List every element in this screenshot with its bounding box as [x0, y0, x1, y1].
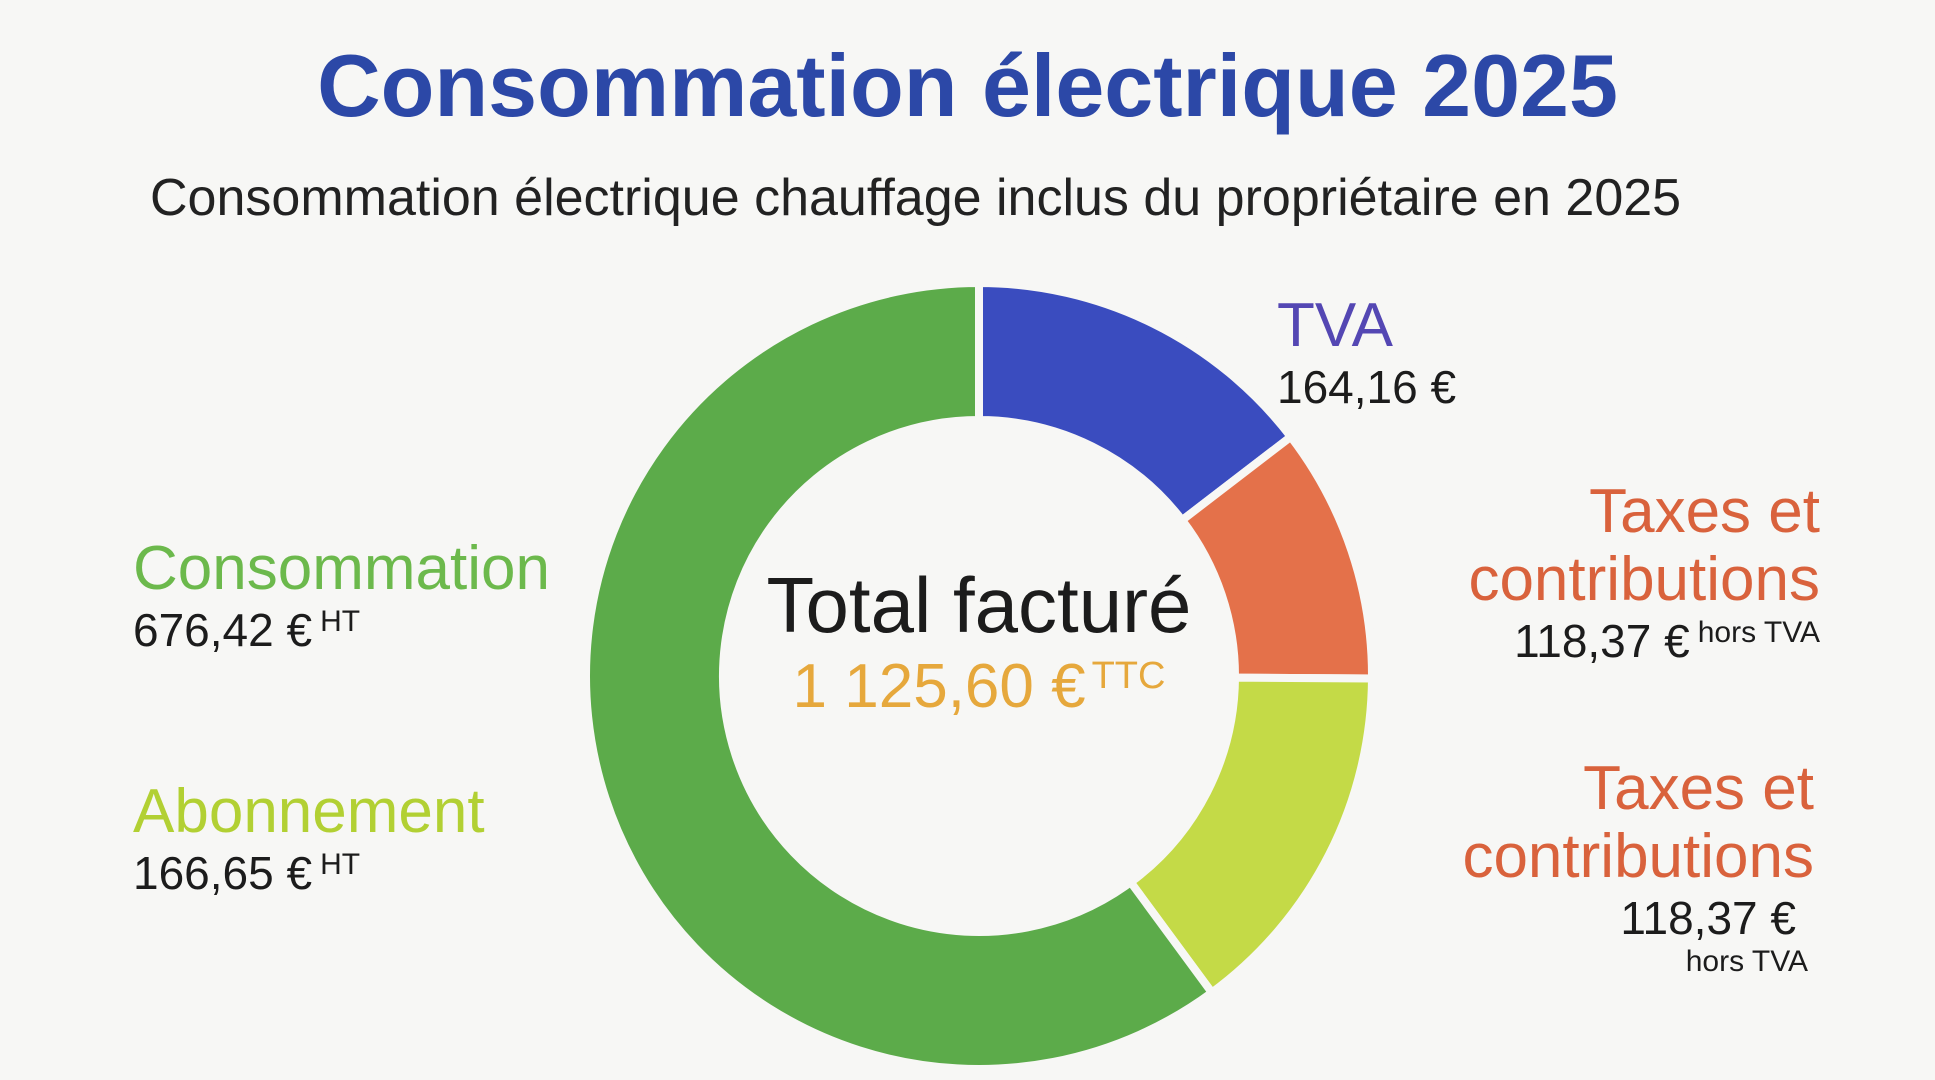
donut-slice	[582, 278, 1218, 1073]
chart-subtitle: Consommation électrique chauffage inclus…	[150, 169, 1682, 227]
slice-value-label: 676,42 €	[133, 604, 313, 656]
slice-value-suffix: HT	[320, 605, 361, 638]
center-suffix: TTC	[1091, 655, 1166, 697]
slice-name: Consommation	[133, 534, 550, 603]
slice-label: Abonnement 166,65 € HT	[133, 778, 733, 900]
annotation-suffix: hors TVA	[1685, 945, 1808, 978]
slice-value: 676,42 € HT	[133, 603, 733, 657]
slice-label: Taxes et contributions 118,37 € hors TVA	[1400, 478, 1820, 668]
chart-title: Consommation électrique 2025	[317, 36, 1618, 135]
center-value: 1 125,60 € TTC	[767, 651, 1192, 722]
annotation-label: Taxes et contributions	[1462, 754, 1814, 891]
annotation-value: 118,37 €	[1620, 892, 1796, 944]
slice-name: TVA	[1277, 291, 1393, 360]
slice-label: Consommation 676,42 € HT	[133, 535, 733, 657]
donut-slice	[1125, 673, 1377, 999]
center-label: Total facturé	[766, 561, 1192, 649]
slice-label: TVA 164,16 €	[1277, 292, 1777, 414]
slice-name: Abonnement	[133, 777, 485, 846]
center-value-label: 1 125,60 €	[792, 652, 1086, 721]
slice-name: Taxes et contributions	[1468, 477, 1820, 614]
slice-value-suffix: HT	[320, 848, 361, 881]
center-block: Total facturé 1 125,60 € TTC	[767, 560, 1192, 722]
slice-value-label: 166,65 €	[133, 847, 313, 899]
slice-value: 166,65 € HT	[133, 846, 733, 900]
slice-value: 118,37 € hors TVA	[1400, 614, 1820, 668]
slice-value-label: 164,16 €	[1277, 361, 1457, 413]
slice-value-suffix: hors TVA	[1697, 616, 1820, 649]
annotation: Taxes et contributions 118,37 € hors TVA	[1394, 755, 1814, 979]
slice-value-label: 118,37 €	[1514, 615, 1690, 667]
slice-value: 164,16 €	[1277, 360, 1777, 414]
